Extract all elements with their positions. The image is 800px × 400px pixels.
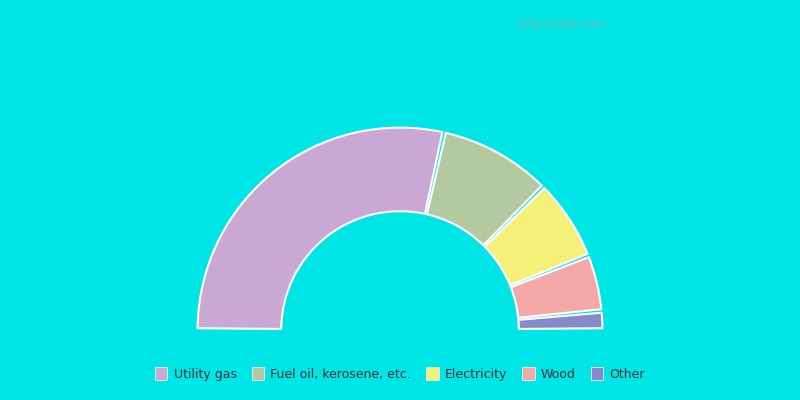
Wedge shape [198, 128, 442, 329]
Wedge shape [485, 188, 587, 285]
Wedge shape [511, 257, 602, 318]
Legend: Utility gas, Fuel oil, kerosene, etc., Electricity, Wood, Other: Utility gas, Fuel oil, kerosene, etc., E… [149, 361, 651, 387]
Wedge shape [518, 313, 602, 329]
Text: City-Data.com: City-Data.com [518, 18, 606, 31]
Wedge shape [427, 133, 542, 245]
